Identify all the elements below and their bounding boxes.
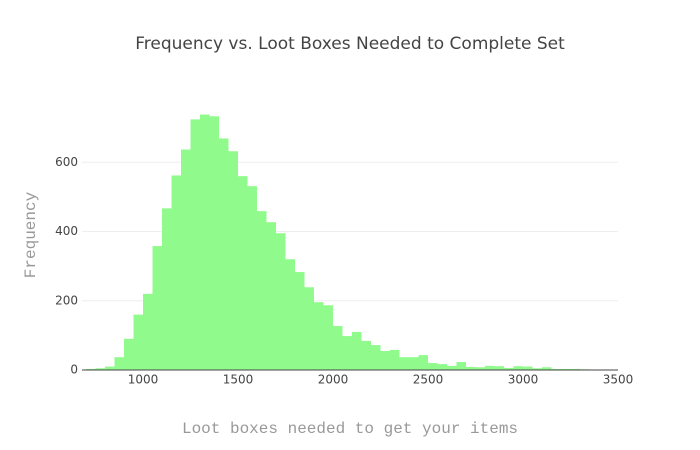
bar: [456, 362, 466, 370]
bar: [304, 287, 314, 370]
bar: [570, 368, 580, 370]
bar: [428, 363, 438, 370]
x-tick-label: 1000: [128, 373, 159, 387]
bar: [494, 366, 504, 370]
bar: [181, 149, 191, 370]
bar: [228, 151, 238, 370]
bar: [513, 366, 523, 370]
bar: [124, 338, 134, 370]
bar: [219, 138, 229, 370]
bar: [485, 365, 495, 370]
bar: [447, 365, 457, 370]
bar: [295, 272, 305, 370]
bar: [542, 367, 552, 370]
y-tick-label: 0: [70, 363, 78, 377]
bar: [523, 366, 533, 370]
bar: [390, 349, 400, 370]
x-tick-label: 3000: [508, 373, 539, 387]
bar: [342, 336, 352, 370]
bar: [200, 114, 210, 371]
bar: [190, 119, 200, 370]
bar: [551, 368, 561, 370]
bar: [475, 367, 485, 370]
x-tick-label: 1500: [223, 373, 254, 387]
bar: [95, 368, 105, 370]
bar: [105, 366, 115, 370]
bar: [143, 293, 153, 370]
bar: [323, 305, 333, 370]
bar: [561, 368, 571, 370]
bar: [257, 211, 267, 370]
bar: [238, 176, 248, 370]
bar: [247, 186, 257, 370]
chart-title: Frequency vs. Loot Boxes Needed to Compl…: [135, 34, 565, 54]
x-axis-title: Loot boxes needed to get your items: [182, 420, 518, 438]
bar: [504, 367, 514, 370]
bar: [171, 175, 181, 370]
bar: [399, 357, 409, 370]
y-tick-label: 600: [55, 155, 78, 169]
bar: [114, 357, 124, 370]
bar: [418, 355, 428, 370]
bar: [86, 368, 96, 370]
x-tick-label: 3500: [603, 373, 634, 387]
bar: [380, 350, 390, 370]
bar: [285, 259, 295, 370]
y-tick-label: 200: [55, 293, 78, 307]
bar: [162, 208, 172, 370]
bar: [152, 246, 162, 370]
bar: [209, 116, 219, 371]
bar: [352, 331, 362, 370]
bar: [266, 222, 276, 370]
bar: [361, 340, 371, 370]
y-axis-title: Frequency: [22, 191, 40, 278]
bar: [409, 357, 419, 370]
bar: [466, 366, 476, 370]
bar: [276, 233, 286, 370]
bar: [532, 368, 542, 370]
y-tick-label: 400: [55, 224, 78, 238]
bar: [371, 345, 381, 370]
bar: [314, 302, 324, 370]
x-tick-label: 2500: [413, 373, 444, 387]
bar: [437, 364, 447, 370]
bar: [133, 314, 143, 370]
bar: [333, 326, 343, 370]
x-tick-label: 2000: [318, 373, 349, 387]
